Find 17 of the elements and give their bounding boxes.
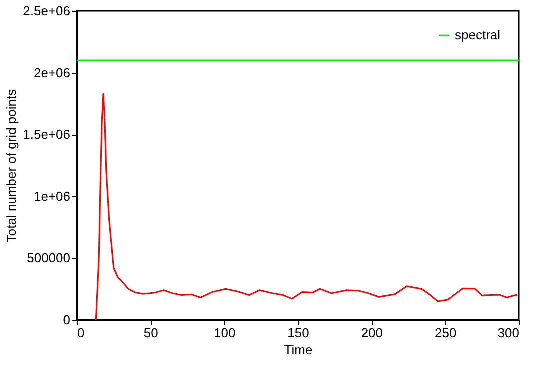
y-tick-label: 1.5e+06 xyxy=(23,127,70,142)
y-tick-label: 2.5e+06 xyxy=(23,4,70,18)
y-tick-label: 500000 xyxy=(27,250,70,266)
y-tick-label: 1e+06 xyxy=(34,188,70,204)
x-tick-label: 0 xyxy=(78,326,85,340)
line-series xyxy=(95,93,518,320)
legend-label: spectral xyxy=(455,28,501,42)
y-tick-label: 2e+06 xyxy=(34,65,70,80)
x-tick-label: 50 xyxy=(144,326,158,340)
y-axis-title: Total number of grid points xyxy=(4,88,20,243)
x-tick-label: 100 xyxy=(214,326,236,340)
x-tick-label: 150 xyxy=(288,326,310,340)
y-tick-label: 0 xyxy=(63,312,70,328)
x-tick-label: 250 xyxy=(434,326,457,340)
x-axis-title: Time xyxy=(284,342,313,358)
x-tick-label: 300 xyxy=(498,326,520,340)
x-tick-label: 200 xyxy=(361,326,384,340)
